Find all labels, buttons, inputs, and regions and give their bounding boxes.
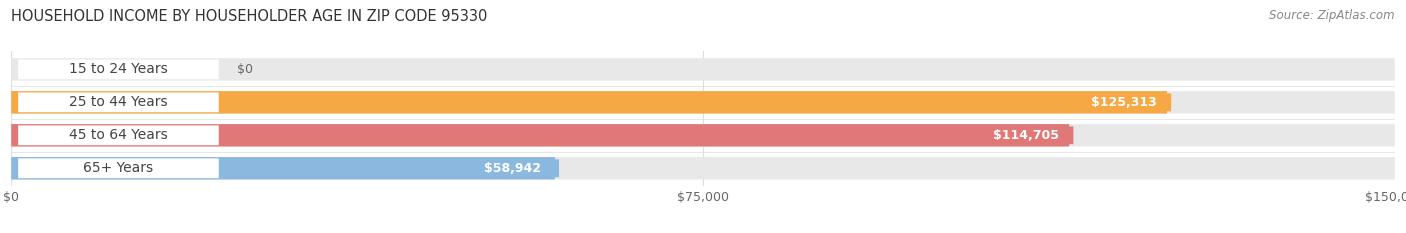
FancyBboxPatch shape bbox=[11, 157, 555, 179]
Text: 15 to 24 Years: 15 to 24 Years bbox=[69, 62, 167, 76]
FancyBboxPatch shape bbox=[11, 157, 1395, 179]
Text: 25 to 44 Years: 25 to 44 Years bbox=[69, 95, 167, 109]
FancyBboxPatch shape bbox=[11, 124, 1069, 147]
FancyBboxPatch shape bbox=[18, 93, 219, 112]
Text: Source: ZipAtlas.com: Source: ZipAtlas.com bbox=[1270, 9, 1395, 22]
FancyBboxPatch shape bbox=[11, 58, 1395, 81]
Text: $58,942: $58,942 bbox=[484, 162, 540, 175]
FancyBboxPatch shape bbox=[18, 158, 219, 178]
FancyBboxPatch shape bbox=[18, 59, 219, 79]
FancyBboxPatch shape bbox=[11, 91, 1395, 113]
Text: 45 to 64 Years: 45 to 64 Years bbox=[69, 128, 167, 142]
FancyBboxPatch shape bbox=[1077, 93, 1171, 111]
FancyBboxPatch shape bbox=[11, 91, 1167, 113]
FancyBboxPatch shape bbox=[980, 127, 1073, 144]
Text: $0: $0 bbox=[236, 63, 253, 76]
Text: 65+ Years: 65+ Years bbox=[83, 161, 153, 175]
FancyBboxPatch shape bbox=[18, 125, 219, 145]
Text: $125,313: $125,313 bbox=[1091, 96, 1157, 109]
Text: HOUSEHOLD INCOME BY HOUSEHOLDER AGE IN ZIP CODE 95330: HOUSEHOLD INCOME BY HOUSEHOLDER AGE IN Z… bbox=[11, 9, 488, 24]
Text: $114,705: $114,705 bbox=[993, 129, 1059, 142]
FancyBboxPatch shape bbox=[465, 159, 560, 177]
FancyBboxPatch shape bbox=[11, 124, 1395, 147]
